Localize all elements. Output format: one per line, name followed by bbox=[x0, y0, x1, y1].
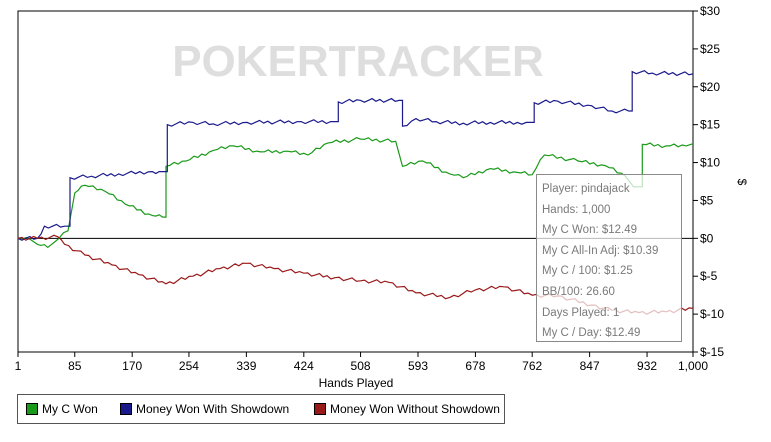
legend-label: Money Won With Showdown bbox=[136, 402, 290, 416]
y-tick-label: $30 bbox=[700, 4, 720, 18]
x-tick-label: 424 bbox=[294, 359, 314, 373]
y-tick-label: $-5 bbox=[700, 269, 718, 283]
series-line-0 bbox=[17, 137, 694, 249]
x-axis-label: Hands Played bbox=[319, 376, 394, 390]
tooltip-allin-adj: My C All-In Adj: $10.39 bbox=[542, 244, 659, 257]
x-tick-label: 762 bbox=[522, 359, 542, 373]
x-axis: 1 85 170 254 339 424 508 593 678 762 847 932 1,000 bbox=[15, 352, 708, 373]
x-tick-label: 678 bbox=[465, 359, 485, 373]
y-axis-label: $ bbox=[735, 179, 749, 186]
tooltip-player: Player: pindajack bbox=[542, 183, 630, 195]
legend-item-my-c-won[interactable]: My C Won bbox=[26, 402, 98, 416]
y-tick-label: $20 bbox=[700, 80, 720, 94]
legend-item-won-without-showdown[interactable]: Money Won Without Showdown bbox=[314, 402, 500, 416]
x-tick-label: 1 bbox=[15, 359, 22, 373]
y-tick-label: $5 bbox=[700, 193, 714, 207]
tooltip-won: My C Won: $12.49 bbox=[542, 224, 638, 237]
legend-swatch-blue bbox=[120, 403, 132, 415]
tooltip-per-day: My C / Day: $12.49 bbox=[542, 327, 641, 340]
legend: My C Won Money Won With Showdown Money W… bbox=[17, 394, 505, 424]
x-tick-label: 847 bbox=[580, 359, 600, 373]
y-tick-label: $-10 bbox=[700, 307, 724, 321]
x-tick-label: 508 bbox=[351, 359, 371, 373]
x-tick-label: 1,000 bbox=[678, 359, 708, 373]
x-tick-label: 170 bbox=[122, 359, 142, 373]
series-line-1 bbox=[17, 70, 694, 241]
x-tick-label: 254 bbox=[179, 359, 199, 373]
y-tick-label: $10 bbox=[700, 156, 720, 170]
x-tick-label: 932 bbox=[637, 359, 657, 373]
y-axis: $30 $25 $20 $15 $10 $5 $0 $-5 $-10 $-15 bbox=[693, 4, 724, 359]
tooltip-hands: Hands: 1,000 bbox=[542, 203, 611, 216]
tooltip-bb-100: BB/100: 26.60 bbox=[542, 285, 615, 298]
y-tick-label: $15 bbox=[700, 118, 720, 132]
x-tick-label: 85 bbox=[68, 359, 82, 373]
x-tick-label: 593 bbox=[408, 359, 428, 373]
legend-item-won-with-showdown[interactable]: Money Won With Showdown bbox=[120, 402, 289, 416]
watermark: POKERTRACKER bbox=[172, 37, 544, 86]
y-tick-label: $0 bbox=[700, 231, 714, 245]
legend-swatch-green bbox=[26, 403, 38, 415]
player-stats-tooltip: Player: pindajack Hands: 1,000 My C Won:… bbox=[536, 174, 682, 342]
legend-label: My C Won bbox=[42, 402, 98, 416]
x-tick-label: 339 bbox=[236, 359, 256, 373]
tooltip-days: Days Played: 1 bbox=[542, 306, 620, 319]
legend-label: Money Won Without Showdown bbox=[330, 402, 500, 416]
tooltip-per-100: My C / 100: $1.25 bbox=[542, 265, 633, 278]
legend-swatch-red bbox=[314, 403, 326, 415]
y-tick-label: $25 bbox=[700, 42, 720, 56]
y-tick-label: $-15 bbox=[700, 345, 724, 359]
